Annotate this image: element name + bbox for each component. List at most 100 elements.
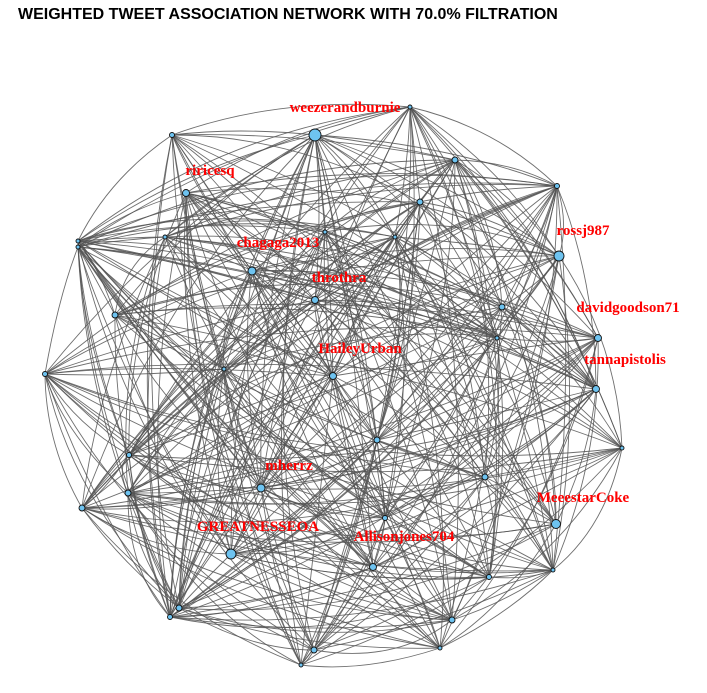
network-node: [392, 234, 398, 240]
network-edge: [44, 373, 490, 578]
network-node: [175, 604, 183, 612]
network-edge: [394, 236, 498, 339]
network-edge: [77, 246, 334, 377]
network-edge: [409, 106, 554, 571]
network-edge: [376, 439, 386, 519]
network-edge: [114, 201, 421, 316]
network-edge: [77, 246, 232, 555]
node-label-rossj987: rossj987: [556, 223, 610, 239]
network-edge: [127, 492, 302, 666]
network-edge: [77, 174, 558, 242]
network-edge: [313, 447, 623, 651]
network-node: [167, 614, 173, 620]
network-edge: [384, 517, 453, 621]
network-edge: [77, 236, 166, 248]
network-edge: [484, 476, 495, 578]
network-edge: [44, 246, 79, 375]
network-edge: [384, 185, 558, 519]
network-edge: [372, 517, 386, 568]
label-layer: weezerandburnie riricesq rossj987 chagaga20…: [185, 100, 679, 545]
network-edge: [77, 240, 554, 571]
network-edge: [81, 201, 421, 509]
network-edge: [384, 388, 597, 519]
network-edge: [313, 517, 386, 651]
network-edge: [164, 236, 623, 449]
node-layer: [42, 104, 625, 668]
network-edge: [127, 185, 558, 494]
network-edge: [171, 134, 378, 441]
network-node-tannapistolis: [592, 385, 600, 393]
network-edge: [313, 185, 558, 651]
node-label-davidgoodson71: davidgoodson71: [576, 300, 679, 316]
network-node-throthra: [311, 296, 319, 304]
network-edge: [81, 507, 441, 649]
network-edge: [251, 201, 421, 272]
network-edge: [128, 454, 386, 519]
network-edge: [81, 236, 166, 509]
network-edge: [223, 333, 498, 370]
node-label-throthra: throthra: [312, 270, 367, 286]
network-edge: [300, 201, 421, 666]
network-edge: [217, 368, 232, 555]
network-edge: [230, 388, 597, 555]
network-edge: [171, 134, 302, 666]
network-edge: [77, 246, 225, 370]
network-edge: [127, 492, 315, 651]
network-edge: [409, 106, 560, 257]
network-edge: [127, 492, 453, 621]
network-edge: [169, 159, 456, 618]
network-edge: [314, 134, 558, 187]
network-edge: [127, 492, 490, 578]
network-edge: [185, 192, 597, 390]
network-edge: [171, 134, 225, 370]
network-edge: [44, 373, 83, 509]
network-node: [416, 198, 424, 206]
network-node: [407, 104, 413, 110]
network-edge: [314, 134, 597, 390]
network-edge: [384, 306, 503, 519]
network-edge: [81, 337, 498, 509]
network-edge: [77, 182, 558, 248]
network-edge: [81, 134, 316, 509]
network-edge: [230, 134, 316, 555]
network-edge: [409, 106, 503, 308]
network-node: [298, 662, 304, 668]
edge-layer: [44, 103, 623, 668]
network-edge: [171, 134, 253, 272]
network-edge: [127, 306, 503, 494]
network-node: [494, 335, 500, 341]
network-edge: [114, 283, 503, 316]
network-edge: [556, 185, 565, 257]
network-edge: [451, 447, 623, 621]
network-edge: [556, 185, 597, 390]
network-edge: [81, 507, 180, 609]
network-edge: [251, 270, 554, 571]
network-edge: [394, 106, 411, 238]
network-edge: [300, 388, 597, 666]
network-edge: [300, 439, 378, 666]
network-edge: [77, 106, 411, 248]
network-node: [437, 645, 443, 651]
network-edge: [77, 246, 498, 339]
network-edge: [419, 201, 560, 257]
network-edge: [260, 487, 441, 649]
network-edge: [300, 647, 441, 668]
network-edge: [114, 307, 498, 339]
network-edge: [260, 487, 315, 651]
network-edge: [324, 231, 453, 621]
network-edge: [552, 447, 623, 571]
network-edge: [128, 106, 411, 456]
network-edge: [451, 185, 558, 621]
network-edge: [164, 159, 456, 238]
network-edge: [230, 517, 386, 555]
network-edge: [260, 487, 302, 666]
network-edge: [77, 159, 456, 248]
network-edge: [324, 224, 560, 257]
network-edge: [185, 192, 316, 301]
network-edge: [384, 517, 490, 578]
network-edge: [376, 159, 456, 441]
network-edge: [558, 255, 623, 449]
network-edge: [223, 368, 315, 651]
network-edge: [300, 576, 490, 666]
network-edge: [127, 492, 180, 609]
